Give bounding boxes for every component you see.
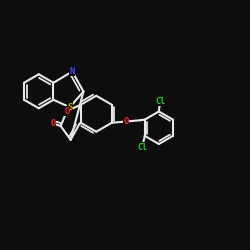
Text: O: O	[124, 117, 129, 126]
Text: O: O	[64, 106, 70, 116]
Text: Cl: Cl	[155, 97, 165, 106]
Text: Cl: Cl	[137, 142, 147, 152]
Text: N: N	[70, 67, 75, 76]
Text: O: O	[50, 119, 56, 128]
Text: S: S	[67, 103, 72, 112]
